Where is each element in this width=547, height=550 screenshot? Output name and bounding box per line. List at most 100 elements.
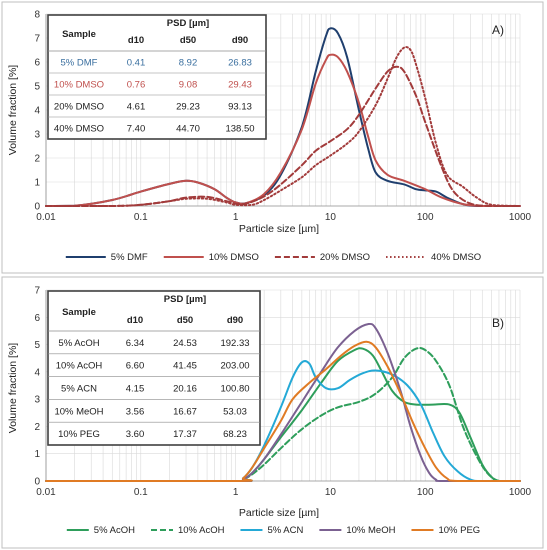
- table-header-d10: d10: [127, 315, 143, 326]
- x-tick-label: 0.01: [36, 212, 56, 223]
- x-tick-label: 10: [325, 212, 337, 223]
- y-tick-label: 0: [34, 477, 40, 488]
- panel-b: 0 1 2 3 4 5 6 7 0.01 0.1 1 10 100 1000 Sample PSD [µm]…: [1, 276, 544, 549]
- table-header-d90: d90: [232, 35, 248, 46]
- table-cell-sample: 10% MeOH: [54, 406, 103, 417]
- series-line: [45, 46, 521, 208]
- table-cell-d90: 203.00: [220, 361, 249, 372]
- series-line: [45, 340, 521, 483]
- y-tick-label: 5: [34, 82, 40, 93]
- legend-label: 40% DMSO: [431, 252, 481, 263]
- y-tick-label: 3: [34, 130, 40, 141]
- legend-label: 10% MeOH: [346, 525, 395, 536]
- series-line: [45, 346, 521, 483]
- panel-b-xlabel: Particle size [µm]: [239, 507, 319, 519]
- panel-a-ylabel: Volume fraction [%]: [7, 65, 19, 156]
- table-header-sample: Sample: [62, 307, 96, 318]
- y-tick-label: 4: [34, 106, 40, 117]
- table-cell-d50: 16.67: [173, 406, 197, 417]
- table-cell-d10: 6.60: [126, 361, 145, 372]
- y-tick-label: 0: [34, 202, 40, 213]
- x-tick-label: 100: [417, 487, 434, 498]
- y-tick-label: 1: [34, 449, 40, 460]
- series-line: [45, 322, 521, 483]
- table-cell-d10: 3.56: [126, 406, 145, 417]
- panel-a-legend: 5% DMF 10% DMSO 20% DMSO 40% DMSO: [65, 252, 481, 263]
- table-cell-d50: 41.45: [173, 361, 197, 372]
- table-cell-sample: 10% AcOH: [56, 361, 103, 372]
- x-tick-label: 1000: [509, 212, 532, 223]
- table-cell-d90: 26.83: [228, 58, 252, 69]
- table-cell-d90: 68.23: [223, 429, 247, 440]
- y-tick-label: 3: [34, 395, 40, 406]
- table-cell-d50: 9.08: [179, 80, 198, 91]
- y-tick-label: 6: [34, 313, 40, 324]
- y-tick-label: 8: [34, 10, 40, 21]
- table-header-d90: d90: [227, 315, 243, 326]
- table-cell-d50: 24.53: [173, 338, 197, 349]
- legend-label: 5% AcOH: [94, 525, 135, 536]
- y-tick-label: 4: [34, 367, 40, 378]
- psd-table: [47, 290, 261, 446]
- table-cell-d50: 17.37: [173, 429, 197, 440]
- table-header-psd: PSD [µm]: [164, 294, 206, 305]
- series-line: [45, 53, 521, 207]
- x-tick-label: 1: [233, 212, 239, 223]
- table-cell-d90: 93.13: [228, 102, 252, 113]
- table-cell-d10: 4.61: [127, 102, 146, 113]
- table-cell-d50: 20.16: [173, 384, 197, 395]
- table-header-psd: PSD [µm]: [167, 18, 209, 29]
- y-tick-label: 7: [34, 34, 40, 45]
- table-cell-sample: 40% DMSO: [54, 124, 104, 135]
- table-cell-d10: 3.60: [126, 429, 145, 440]
- table-cell-sample: 20% DMSO: [54, 102, 104, 113]
- panel-a-series: [45, 27, 521, 208]
- x-tick-label: 1000: [509, 487, 532, 498]
- series-line: [45, 65, 521, 208]
- panel-a-axes: 0 1 2 3 4 5 6 7 8 0.01 0.1 1 10 100 1000: [34, 10, 531, 224]
- table-cell-sample: 5% DMF: [61, 58, 98, 69]
- table-cell-d50: 29.23: [176, 102, 200, 113]
- table-cell-d10: 4.15: [126, 384, 145, 395]
- table-cell-d50: 8.92: [179, 58, 198, 69]
- legend-label: 10% PEG: [438, 525, 480, 536]
- y-tick-label: 1: [34, 178, 40, 189]
- table-cell-sample: 5% AcOH: [58, 338, 99, 349]
- table-cell-d10: 0.41: [127, 58, 146, 69]
- table-cell-sample: 10% PEG: [58, 429, 100, 440]
- table-cell-d50: 44.70: [176, 124, 200, 135]
- table-cell-sample: 5% ACN: [61, 384, 97, 395]
- psd-table: [47, 14, 267, 140]
- legend-label: 5% ACN: [267, 525, 303, 536]
- x-tick-label: 10: [325, 487, 337, 498]
- table-cell-d10: 7.40: [127, 124, 146, 135]
- panel-a-table: Sample PSD [µm] d10 d50 d90 5% DMF 0.41 8.92 26.…: [47, 14, 267, 140]
- table-cell-d90: 138.50: [225, 124, 254, 135]
- table-cell-sample: 10% DMSO: [54, 80, 104, 91]
- table-header-d10: d10: [128, 35, 144, 46]
- panel-b-ylabel: Volume fraction [%]: [7, 343, 19, 434]
- x-tick-label: 0.01: [36, 487, 56, 498]
- table-cell-d10: 0.76: [127, 80, 146, 91]
- table-header-d50: d50: [177, 315, 193, 326]
- y-tick-label: 5: [34, 340, 40, 351]
- table-header-d50: d50: [180, 35, 196, 46]
- panel-b-series: [45, 322, 521, 483]
- panel-a: 0 1 2 3 4 5 6 7 8 0.01 0.1 1 10 100 1000 Sample PSD [µm…: [1, 1, 544, 274]
- x-tick-label: 0.1: [134, 212, 148, 223]
- y-tick-label: 7: [34, 286, 40, 297]
- x-tick-label: 0.1: [134, 487, 148, 498]
- panel-b-table: Sample PSD [µm] d10 d50 d90 5% AcOH 6.34 24.53 1…: [47, 290, 261, 446]
- table-cell-d90: 100.80: [220, 384, 249, 395]
- table-cell-d90: 29.43: [228, 80, 252, 91]
- panel-b-label: B): [492, 316, 504, 330]
- legend-label: 10% DMSO: [209, 252, 259, 263]
- table-header-sample: Sample: [62, 29, 96, 40]
- y-tick-label: 2: [34, 154, 40, 165]
- legend-label: 5% DMF: [111, 252, 148, 263]
- panel-a-xlabel: Particle size [µm]: [239, 223, 319, 235]
- y-tick-label: 6: [34, 58, 40, 69]
- legend-label: 20% DMSO: [320, 252, 370, 263]
- x-tick-label: 100: [417, 212, 434, 223]
